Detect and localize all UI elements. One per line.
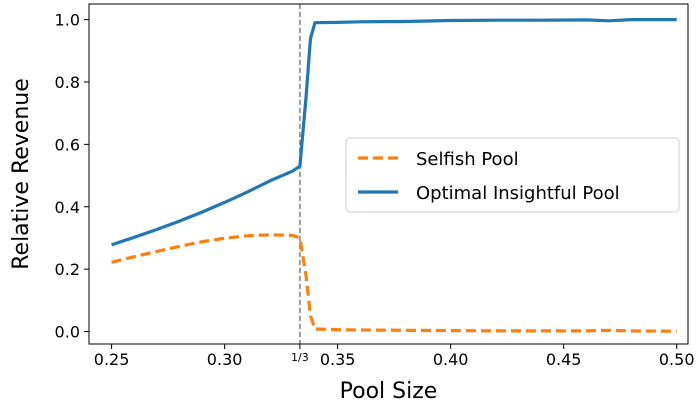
y-tick-label: 0.8 [55, 73, 80, 92]
x-tick-label: 0.40 [433, 350, 469, 369]
y-tick-label: 0.0 [55, 323, 80, 342]
y-tick-label: 1.0 [55, 11, 80, 30]
legend: Selfish Pool Optimal Insightful Pool [345, 137, 680, 213]
y-axis-title: Relative Revenue [9, 78, 34, 270]
x-tick-label: 0.50 [659, 350, 695, 369]
y-tick-label: 0.4 [55, 198, 80, 217]
legend-box [345, 137, 680, 213]
y-tick-label: 0.2 [55, 260, 80, 279]
legend-label-selfish-pool: Selfish Pool [416, 149, 519, 170]
x-tick-label: 0.25 [94, 350, 130, 369]
x-axis-title: Pool Size [340, 379, 438, 404]
x-tick-label: 0.30 [207, 350, 243, 369]
x-tick-label: 0.45 [546, 350, 582, 369]
axes-frame [88, 3, 689, 345]
legend-label-optimal-insightful-pool: Optimal Insightful Pool [416, 183, 620, 204]
series-line-selfish-pool [111, 233, 677, 333]
y-tick-label: 0.6 [55, 135, 80, 154]
series-line-optimal-insightful-pool [111, 18, 677, 247]
ticks-layer: 0.25 0.30 1/3 0.35 0.40 0.45 0.50 0.0 0.2 0.4 0.6 0… [55, 11, 695, 369]
plot-layer [111, 4, 677, 344]
x-tick-label: 0.35 [320, 350, 356, 369]
x-tick-label: 1/3 [291, 351, 309, 364]
